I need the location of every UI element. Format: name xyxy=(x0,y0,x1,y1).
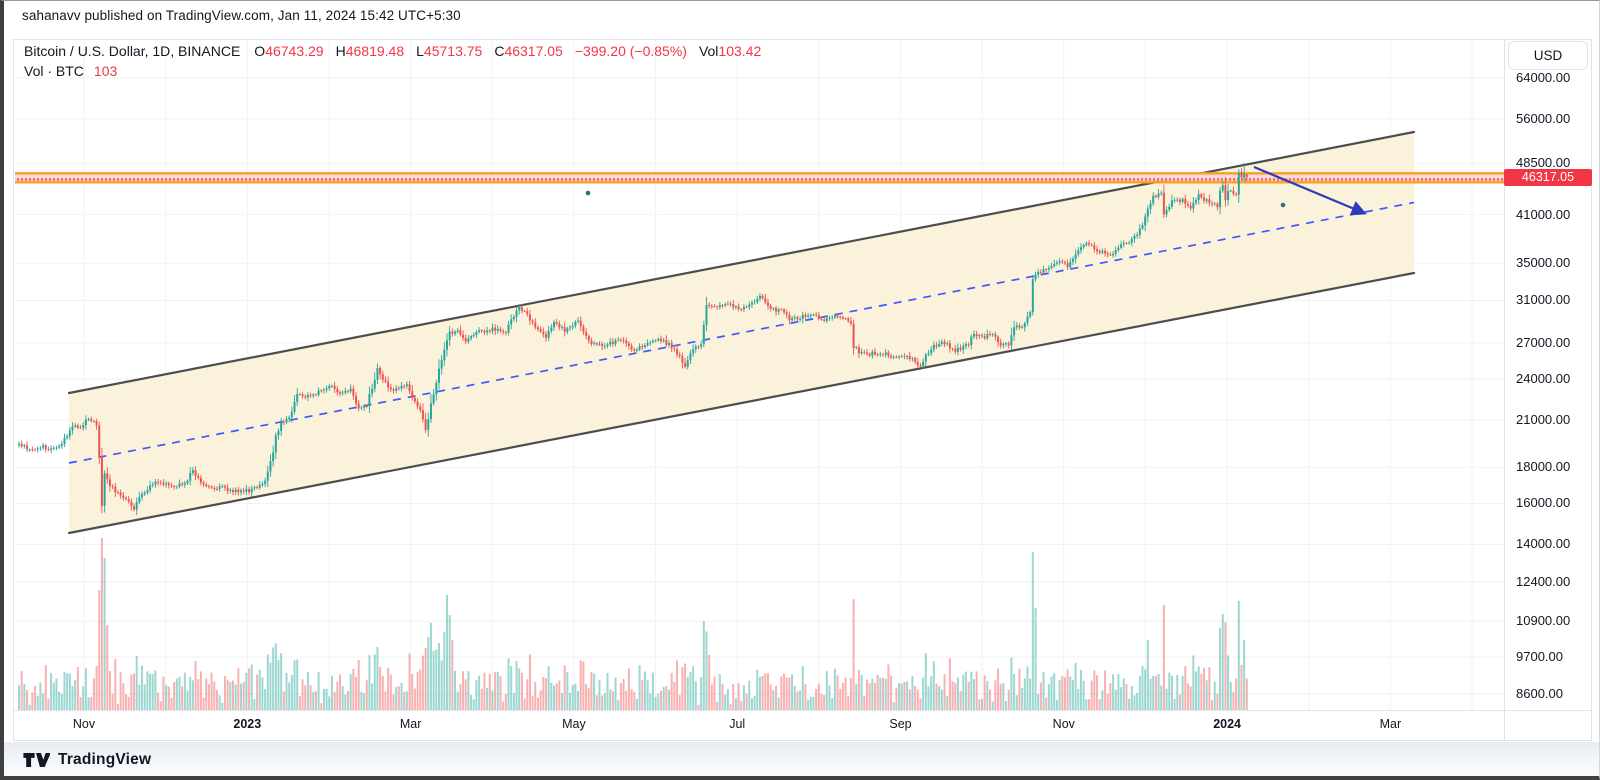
candles xyxy=(18,163,1248,515)
ohlc-row: Bitcoin / U.S. Dollar, 1D, BINANCE O4674… xyxy=(24,43,773,59)
price-tick-label: 31000.00 xyxy=(1516,292,1571,308)
currency-toggle-button[interactable]: USD xyxy=(1508,41,1588,70)
time-tick-label: May xyxy=(562,717,586,731)
volume-indicator-row: Vol · BTC 103 xyxy=(24,63,773,79)
change-value: −399.20 (−0.85%) xyxy=(574,43,687,59)
price-scale[interactable]: 46317.05 64000.00 56000.00 48500.00 41000.0… xyxy=(1504,40,1596,711)
time-tick-label: 2024 xyxy=(1213,717,1241,731)
price-tick-label: 48500.00 xyxy=(1516,155,1571,171)
time-tick-label: Mar xyxy=(1379,717,1402,731)
time-tick-label: Jul xyxy=(729,717,746,731)
time-tick-label: 2023 xyxy=(233,717,262,731)
high-label: H xyxy=(335,43,346,59)
chart-widget-frame xyxy=(13,39,1592,741)
price-tick-label: 27000.00 xyxy=(1516,334,1571,350)
annotation-arrow[interactable] xyxy=(1253,165,1367,216)
price-tick-label: 8600.00 xyxy=(1516,686,1563,701)
close-label: C xyxy=(494,43,505,59)
ohlc-open: O46743.29 xyxy=(254,43,323,59)
attribution-text: sahanavv published on TradingView.com, J… xyxy=(22,8,461,23)
channel-lower-line[interactable] xyxy=(67,271,1416,535)
price-tick-label: 41000.00 xyxy=(1516,206,1571,222)
time-tick-label: Nov xyxy=(1052,717,1075,731)
time-tick-label: Mar xyxy=(399,717,422,731)
price-axis-separator xyxy=(1504,40,1505,741)
time-scale[interactable]: Nov 2023 Mar May Jul Sep Nov 2024 Mar xyxy=(14,711,1504,741)
price-tick-label: 14000.00 xyxy=(1516,536,1571,552)
high-value: 46819.48 xyxy=(345,43,405,59)
channel-fill[interactable] xyxy=(69,132,1414,533)
ohlc-close: C46317.05 xyxy=(494,43,563,59)
price-tick-label: 64000.00 xyxy=(1516,70,1571,85)
price-tick-label: 10900.00 xyxy=(1516,613,1571,629)
symbol-legend: Bitcoin / U.S. Dollar, 1D, BINANCE O4674… xyxy=(24,43,773,79)
open-label: O xyxy=(254,43,266,59)
price-tick-label: 21000.00 xyxy=(1516,412,1571,427)
time-tick-label: Sep xyxy=(889,717,912,731)
tradingview-logo-text: TradingView xyxy=(58,750,152,768)
last-price-badge: 46317.05 xyxy=(1504,168,1592,186)
volume-indicator-value: 103 xyxy=(93,63,118,79)
marker-dot[interactable] xyxy=(585,190,591,196)
price-tick-label: 24000.00 xyxy=(1516,371,1571,387)
price-tick-label: 18000.00 xyxy=(1516,459,1571,475)
ohlc-low: L45713.75 xyxy=(416,43,482,59)
symbol-title: Bitcoin / U.S. Dollar, 1D, BINANCE xyxy=(24,43,241,59)
low-label: L xyxy=(416,43,424,59)
close-value: 46317.05 xyxy=(504,43,563,59)
chart-svg xyxy=(15,40,1504,710)
time-tick-label: Nov xyxy=(72,717,96,731)
volume-label: Vol xyxy=(698,43,719,59)
volume-field: Vol103.42 xyxy=(699,43,761,59)
open-value: 46743.29 xyxy=(265,43,324,59)
volume-value: 103.42 xyxy=(718,43,762,59)
ohlc-high: H46819.48 xyxy=(336,43,405,59)
low-value: 45713.75 xyxy=(423,43,483,59)
chart-canvas[interactable] xyxy=(4,1,1599,776)
footer-bar: TradingView xyxy=(4,742,1599,776)
volume-bars xyxy=(18,538,1248,710)
channel-midline[interactable] xyxy=(68,201,1415,464)
price-tick-label: 56000.00 xyxy=(1516,110,1571,126)
time-axis-separator xyxy=(14,710,1592,711)
price-tick-label: 9700.00 xyxy=(1516,649,1563,665)
price-tick-label: 12400.00 xyxy=(1516,573,1571,589)
tradingview-logo-link[interactable]: TradingView xyxy=(22,750,151,770)
price-tick-label: 16000.00 xyxy=(1516,495,1571,511)
volume-indicator-label: Vol · BTC xyxy=(24,63,84,79)
price-tick-label: 35000.00 xyxy=(1516,255,1571,271)
tradingview-logo-icon xyxy=(23,752,50,767)
marker-dot[interactable] xyxy=(1280,202,1286,208)
channel-upper-line[interactable] xyxy=(67,130,1416,395)
price-band-fill[interactable] xyxy=(15,174,1504,182)
